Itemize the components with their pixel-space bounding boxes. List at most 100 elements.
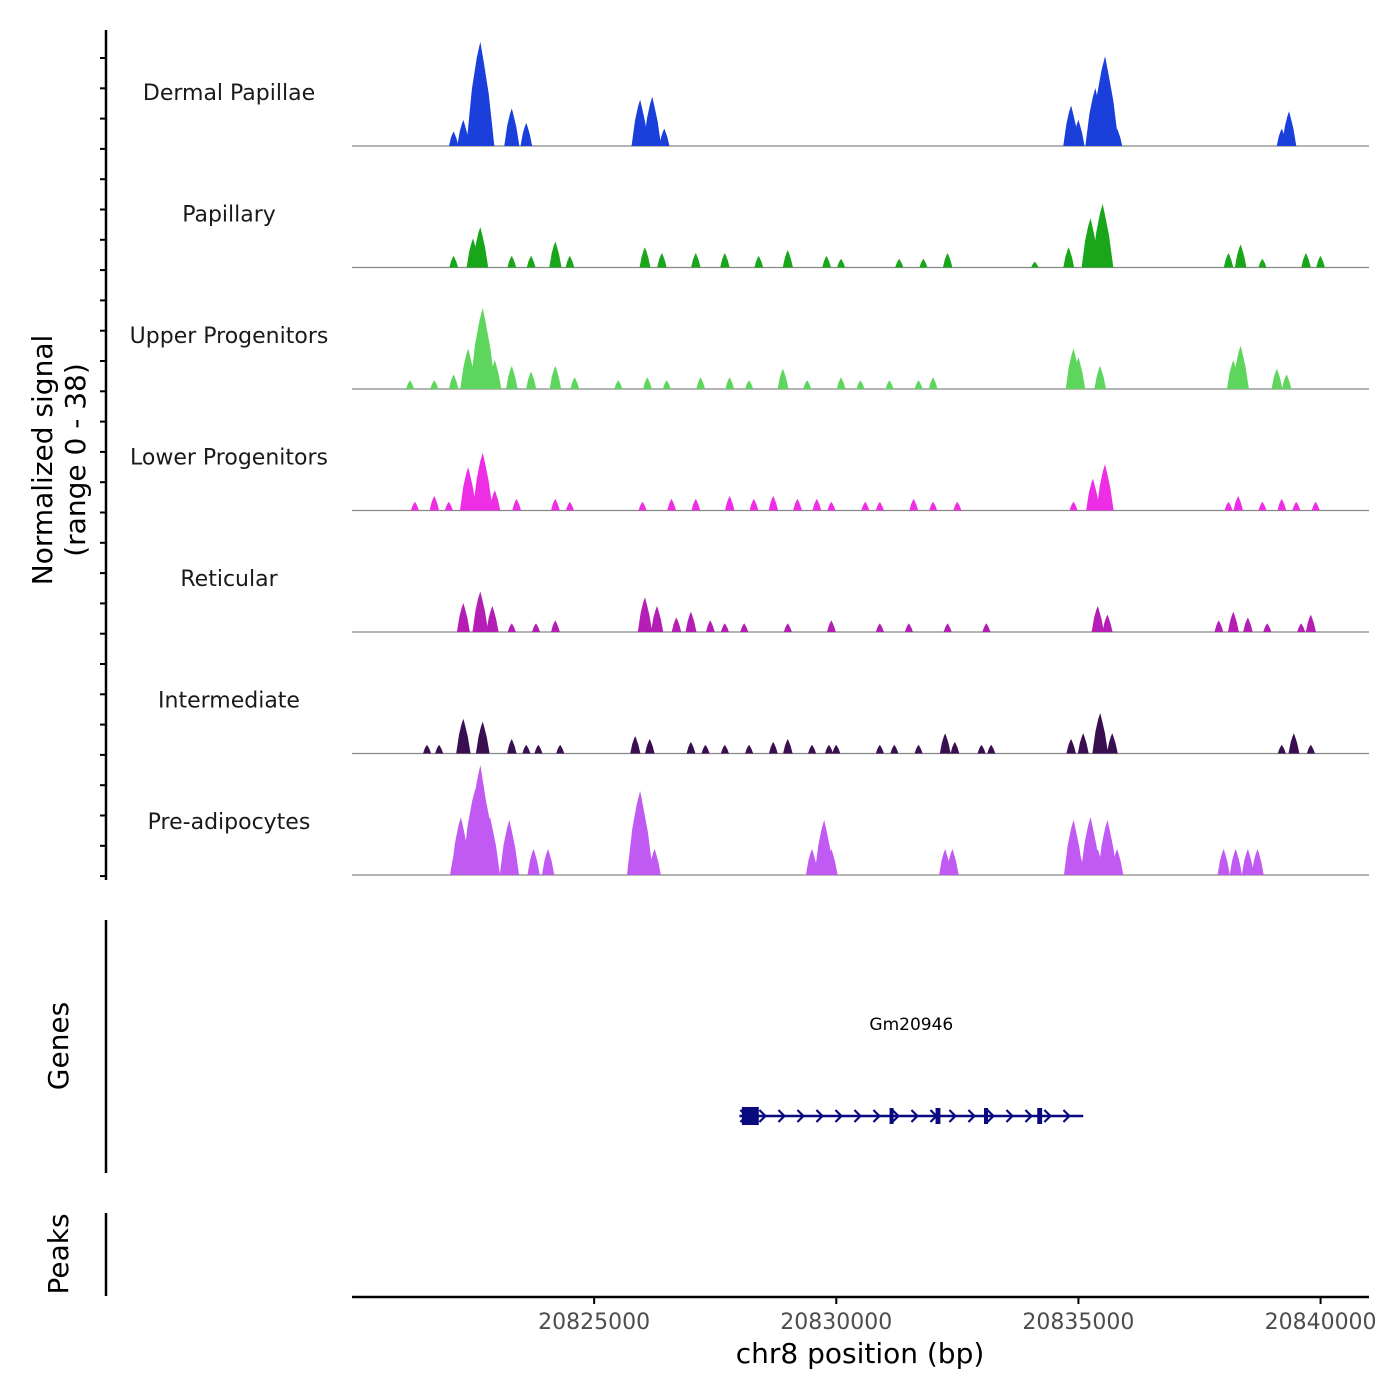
signal-peak xyxy=(691,253,701,268)
gene-exon xyxy=(983,1108,988,1124)
signal-peak xyxy=(1091,203,1114,268)
signal-peak xyxy=(837,258,846,268)
signal-peak xyxy=(570,377,580,389)
signal-peak xyxy=(449,255,459,268)
signal-peak xyxy=(832,744,841,754)
signal-peak xyxy=(541,848,555,875)
signal-peak xyxy=(614,380,623,389)
signal-peak xyxy=(1066,739,1076,754)
signal-peak xyxy=(827,620,836,632)
signal-peak xyxy=(430,380,439,389)
signal-peak xyxy=(745,744,754,754)
track-reticular: Reticular xyxy=(180,567,1369,633)
signal-peak xyxy=(662,380,671,389)
x-axis-title: chr8 position (bp) xyxy=(736,1337,985,1370)
signal-peak xyxy=(549,365,562,389)
signal-peak xyxy=(696,377,706,389)
signal-peak xyxy=(457,119,470,146)
strand-arrow xyxy=(1005,1109,1014,1123)
signal-peak xyxy=(549,241,562,268)
signal-peak xyxy=(749,498,759,511)
signal-peak xyxy=(754,255,764,268)
signal-peak xyxy=(782,250,793,268)
signal-peak xyxy=(939,733,951,754)
signal-peak xyxy=(459,467,477,511)
signal-peak xyxy=(1031,261,1039,268)
signal-peak xyxy=(1311,501,1320,511)
signal-peak xyxy=(982,623,991,632)
signal-peak xyxy=(827,501,836,511)
signal-peak xyxy=(1112,128,1123,146)
signal-tracks: Dermal Papillae Papillary Upper Progenitor… xyxy=(130,41,1369,876)
signal-peak xyxy=(507,739,517,754)
x-tick-label: 20835000 xyxy=(1022,1310,1134,1335)
track-label: Upper Progenitors xyxy=(130,324,329,349)
signal-peak xyxy=(406,380,415,389)
signal-peak xyxy=(685,611,697,632)
signal-peak xyxy=(1214,620,1224,632)
track-upper-progenitors: Upper Progenitors xyxy=(130,307,1369,390)
signal-peak xyxy=(824,744,834,754)
signal-peak xyxy=(1111,848,1124,875)
track-intermediate: Intermediate xyxy=(158,689,1369,755)
signal-peak xyxy=(504,108,520,146)
signal-peak xyxy=(803,380,812,389)
signal-peak xyxy=(659,128,670,146)
signal-peak xyxy=(1077,733,1089,754)
strand-arrow xyxy=(1043,1109,1052,1123)
strand-arrow xyxy=(777,1109,786,1123)
signal-peak xyxy=(942,253,953,268)
signal-peak xyxy=(480,817,501,875)
signal-peak xyxy=(885,380,894,389)
signal-peak xyxy=(1316,255,1325,268)
gene-exon xyxy=(1037,1108,1043,1124)
signal-peak xyxy=(1251,848,1264,875)
x-tick-label: 20830000 xyxy=(780,1310,892,1335)
signal-peak xyxy=(1094,365,1107,389)
signal-peak xyxy=(919,258,928,268)
signal-peak xyxy=(526,371,537,389)
signal-peak xyxy=(977,744,986,754)
gene-label: Gm20946 xyxy=(869,1015,953,1035)
signal-peak xyxy=(720,623,729,632)
signal-peak xyxy=(725,377,735,389)
signal-peak xyxy=(928,377,938,389)
signal-peak xyxy=(456,603,470,632)
signal-peak xyxy=(469,307,496,389)
signal-peak xyxy=(909,498,919,511)
signal-peak xyxy=(1258,501,1267,511)
genes-track: Gm20946 xyxy=(739,1015,1084,1125)
signal-peak xyxy=(1305,614,1316,632)
signal-peak xyxy=(1281,374,1292,389)
signal-peak xyxy=(825,848,838,875)
signal-peak xyxy=(890,744,899,754)
signal-peak xyxy=(531,623,541,632)
track-label: Pre-adipocytes xyxy=(148,810,311,835)
signal-peak xyxy=(1232,345,1249,389)
signal-peak xyxy=(1271,368,1283,389)
signal-peak xyxy=(875,744,884,754)
strand-arrow xyxy=(967,1109,976,1123)
signal-peak xyxy=(861,501,870,511)
signal-peak xyxy=(740,623,749,632)
signal-peak xyxy=(822,255,831,268)
signal-peak xyxy=(507,255,517,268)
signal-peak xyxy=(639,247,651,268)
signal-peak xyxy=(686,741,696,754)
signal-peak xyxy=(527,848,540,875)
signal-peak xyxy=(520,122,533,146)
signal-peak xyxy=(720,253,730,268)
signal-peak xyxy=(522,744,531,754)
signal-peak xyxy=(1297,623,1306,632)
signal-peak xyxy=(1229,848,1242,875)
signal-peak xyxy=(914,380,923,389)
track-dermal-papillae: Dermal Papillae xyxy=(143,41,1369,147)
signal-peak xyxy=(720,744,729,754)
signal-peak xyxy=(472,452,493,511)
signal-peak xyxy=(1277,498,1287,511)
signal-peak xyxy=(1281,111,1297,146)
x-tick-label: 20825000 xyxy=(538,1310,650,1335)
signal-peak xyxy=(631,99,649,146)
signal-peak xyxy=(645,739,655,754)
track-label: Dermal Papillae xyxy=(143,81,315,106)
